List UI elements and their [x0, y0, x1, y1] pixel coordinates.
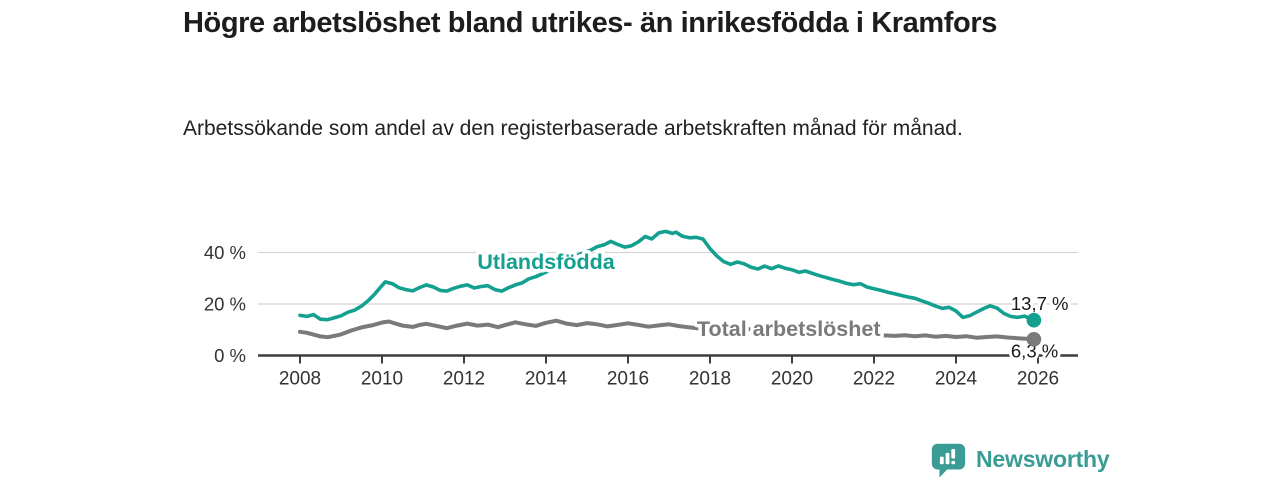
x-tick-label: 2020 — [771, 369, 813, 390]
x-tick-label: 2016 — [607, 369, 649, 390]
x-tick-label: 2022 — [853, 369, 895, 390]
newsworthy-logo-icon — [931, 443, 966, 478]
y-tick-label: 0 % — [214, 345, 246, 366]
x-tick-label: 2026 — [1017, 369, 1059, 390]
newsworthy-logo: Newsworthy — [929, 440, 1110, 478]
end-value-label-total-arbetsloshet: 6,3 % — [1011, 340, 1058, 361]
series-line-total-arbetsloshet — [298, 318, 1036, 342]
y-tick-label: 20 % — [204, 294, 246, 315]
newsworthy-wordmark: Newsworthy — [976, 445, 1110, 472]
chart-canvas: 0 % 20 % 40 % 2008 2010 2012 2014 2016 2018 2020 2… — [204, 229, 1078, 390]
page-subtitle: Arbetssökande som andel av den registerb… — [183, 117, 963, 140]
unemployment-line-chart: 0 % 20 % 40 % 2008 2010 2012 2014 2016 2018 2020 2… — [180, 210, 1110, 405]
series-end-dot-utlandsfodda — [1026, 312, 1042, 328]
series-label-total-arbetsloshet: Total arbetslöshet — [697, 317, 881, 341]
x-tick-label: 2024 — [935, 369, 978, 390]
page-title: Högre arbetslöshet bland utrikes- än inr… — [183, 7, 997, 39]
x-tick-label: 2018 — [689, 369, 731, 390]
series-end-dot-total-arbetsloshet — [1026, 331, 1042, 347]
x-tick-label: 2012 — [443, 369, 485, 390]
x-tick-label: 2010 — [361, 369, 403, 390]
x-tick-label: 2008 — [279, 369, 321, 390]
series-label-utlandsfodda: Utlandsfödda — [477, 250, 615, 274]
x-tick-label: 2014 — [525, 369, 568, 390]
end-value-label-utlandsfodda: 13,7 % — [1011, 293, 1069, 314]
series-line-utlandsfodda — [298, 229, 1036, 322]
y-tick-label: 40 % — [204, 242, 246, 263]
